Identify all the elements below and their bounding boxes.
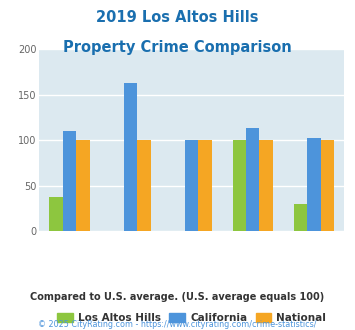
Bar: [307, 138, 321, 231]
Text: © 2025 CityRating.com - https://www.cityrating.com/crime-statistics/: © 2025 CityRating.com - https://www.city…: [38, 320, 317, 329]
Legend: Los Altos Hills, California, National: Los Altos Hills, California, National: [53, 309, 331, 327]
Text: Property Crime Comparison: Property Crime Comparison: [63, 40, 292, 54]
Bar: [198, 140, 212, 231]
Bar: [233, 140, 246, 231]
Bar: [137, 140, 151, 231]
Bar: [246, 128, 260, 231]
Bar: [49, 196, 63, 231]
Bar: [185, 140, 198, 231]
Text: Compared to U.S. average. (U.S. average equals 100): Compared to U.S. average. (U.S. average …: [31, 292, 324, 302]
Bar: [321, 140, 334, 231]
Bar: [76, 140, 90, 231]
Bar: [260, 140, 273, 231]
Bar: [63, 131, 76, 231]
Text: 2019 Los Altos Hills: 2019 Los Altos Hills: [96, 10, 259, 25]
Bar: [294, 204, 307, 231]
Bar: [124, 83, 137, 231]
